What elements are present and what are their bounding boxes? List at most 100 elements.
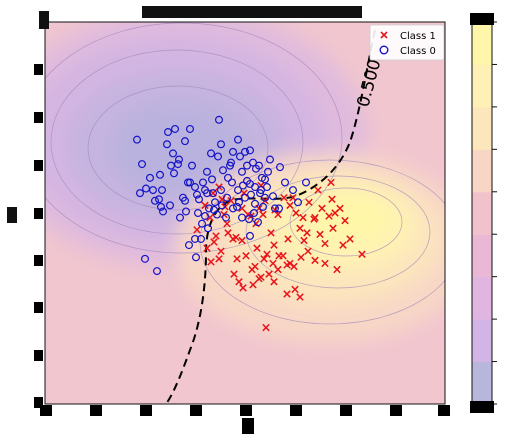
class-0-point (163, 140, 172, 149)
class-0-point (249, 158, 258, 167)
class-1-point (203, 244, 211, 252)
class-1-point (333, 265, 341, 274)
x-tick-mark (40, 405, 52, 416)
colorbar (470, 13, 497, 413)
class-0-point (218, 201, 227, 210)
class-0-point (239, 181, 248, 190)
class-0-point (233, 202, 242, 211)
class-1-point (327, 178, 335, 187)
contour-line (50, 49, 304, 235)
class-0-point (241, 193, 250, 202)
class-0-point (302, 178, 311, 187)
class-1-point (270, 241, 278, 249)
x-axis-ticks (40, 405, 450, 434)
class-1-point (314, 186, 322, 194)
class-1-point (290, 262, 298, 271)
colorbar-edge-marker (470, 401, 494, 413)
class-1-point (249, 281, 257, 289)
class-0-point (198, 219, 207, 228)
class-1-point (296, 224, 304, 233)
title-placeholder (142, 6, 362, 18)
class-0-point (201, 212, 210, 221)
plot-frame (44, 21, 446, 405)
class-0-point (219, 166, 228, 175)
class-0-point (175, 155, 184, 164)
class-0-point (167, 161, 176, 170)
class-1-point (274, 265, 282, 274)
class-0-point (193, 190, 202, 199)
legend-entry-class-0: Class 0 (379, 45, 436, 57)
contour-line (45, 22, 343, 254)
y-tick-mark (34, 397, 43, 408)
class-0-point (186, 124, 195, 133)
y-tick-mark (34, 255, 43, 266)
class-0-point (261, 175, 270, 184)
class-0-points (133, 115, 311, 276)
colorbar-band (472, 276, 492, 320)
class-1-point (242, 252, 250, 260)
class-1-point (201, 201, 209, 210)
class-1-point (262, 323, 270, 332)
class-0-point (241, 147, 250, 156)
class-1-point (212, 232, 220, 240)
class-0-circle-marker-icon (379, 45, 389, 55)
class-1-point (341, 216, 349, 225)
class-1-point (331, 209, 339, 217)
colorbar-edge-marker (470, 13, 494, 25)
class-1-point (229, 235, 237, 243)
class-1-point (274, 210, 282, 219)
colorbar-band (472, 64, 492, 108)
class-0-point (276, 163, 285, 172)
class-1-point (263, 250, 271, 258)
class-0-point (181, 196, 190, 205)
class-0-point (271, 204, 280, 213)
class-0-point (251, 199, 260, 208)
class-0-point (188, 161, 197, 170)
class-0-point (197, 234, 206, 243)
class-0-point (294, 198, 303, 207)
class-1-point (299, 213, 307, 222)
class-1-point (346, 235, 354, 243)
class-0-point (203, 189, 212, 198)
class-0-point (229, 147, 238, 156)
class-1-point (223, 219, 231, 228)
class-1-point (311, 256, 319, 265)
y-tick-mark (34, 112, 43, 123)
class-0-point (224, 173, 233, 182)
class-1-point (321, 259, 329, 268)
y-axis-ticks (34, 64, 43, 408)
class-1-point (217, 247, 225, 255)
class-0-point (234, 186, 243, 195)
class-0-point (261, 193, 270, 202)
class-0-point (217, 140, 226, 149)
axis-edge-marker (7, 207, 17, 223)
class-0-point (254, 218, 263, 227)
colorbar-band (472, 22, 492, 65)
colorbar-ticks (470, 13, 497, 413)
class-0-point (142, 184, 151, 193)
x-tick-mark (340, 405, 352, 416)
class-1-point (339, 241, 347, 249)
class-0-point (204, 224, 213, 233)
class-0-point (191, 234, 200, 243)
x-tick-mark (390, 405, 402, 416)
class-1-point (269, 259, 277, 268)
class-0-point (263, 183, 272, 192)
class-1-point (224, 229, 232, 237)
class-0-point (227, 158, 236, 167)
class-1-point (230, 270, 238, 278)
x-tick-mark (90, 405, 102, 416)
class-1-point (280, 193, 288, 202)
class-1-point (251, 262, 259, 271)
contour-line (245, 175, 431, 289)
class-0-point (156, 170, 165, 179)
class-0-point (203, 167, 212, 176)
class-0-point (166, 201, 175, 210)
class-0-point (158, 186, 167, 195)
legend-box (369, 24, 445, 61)
class-0-point (155, 195, 164, 204)
y-tick-mark (34, 64, 43, 75)
plot-area: 0.500 (44, 21, 446, 405)
y-tick-mark (34, 160, 43, 171)
low-probability-center-region (110, 102, 250, 198)
